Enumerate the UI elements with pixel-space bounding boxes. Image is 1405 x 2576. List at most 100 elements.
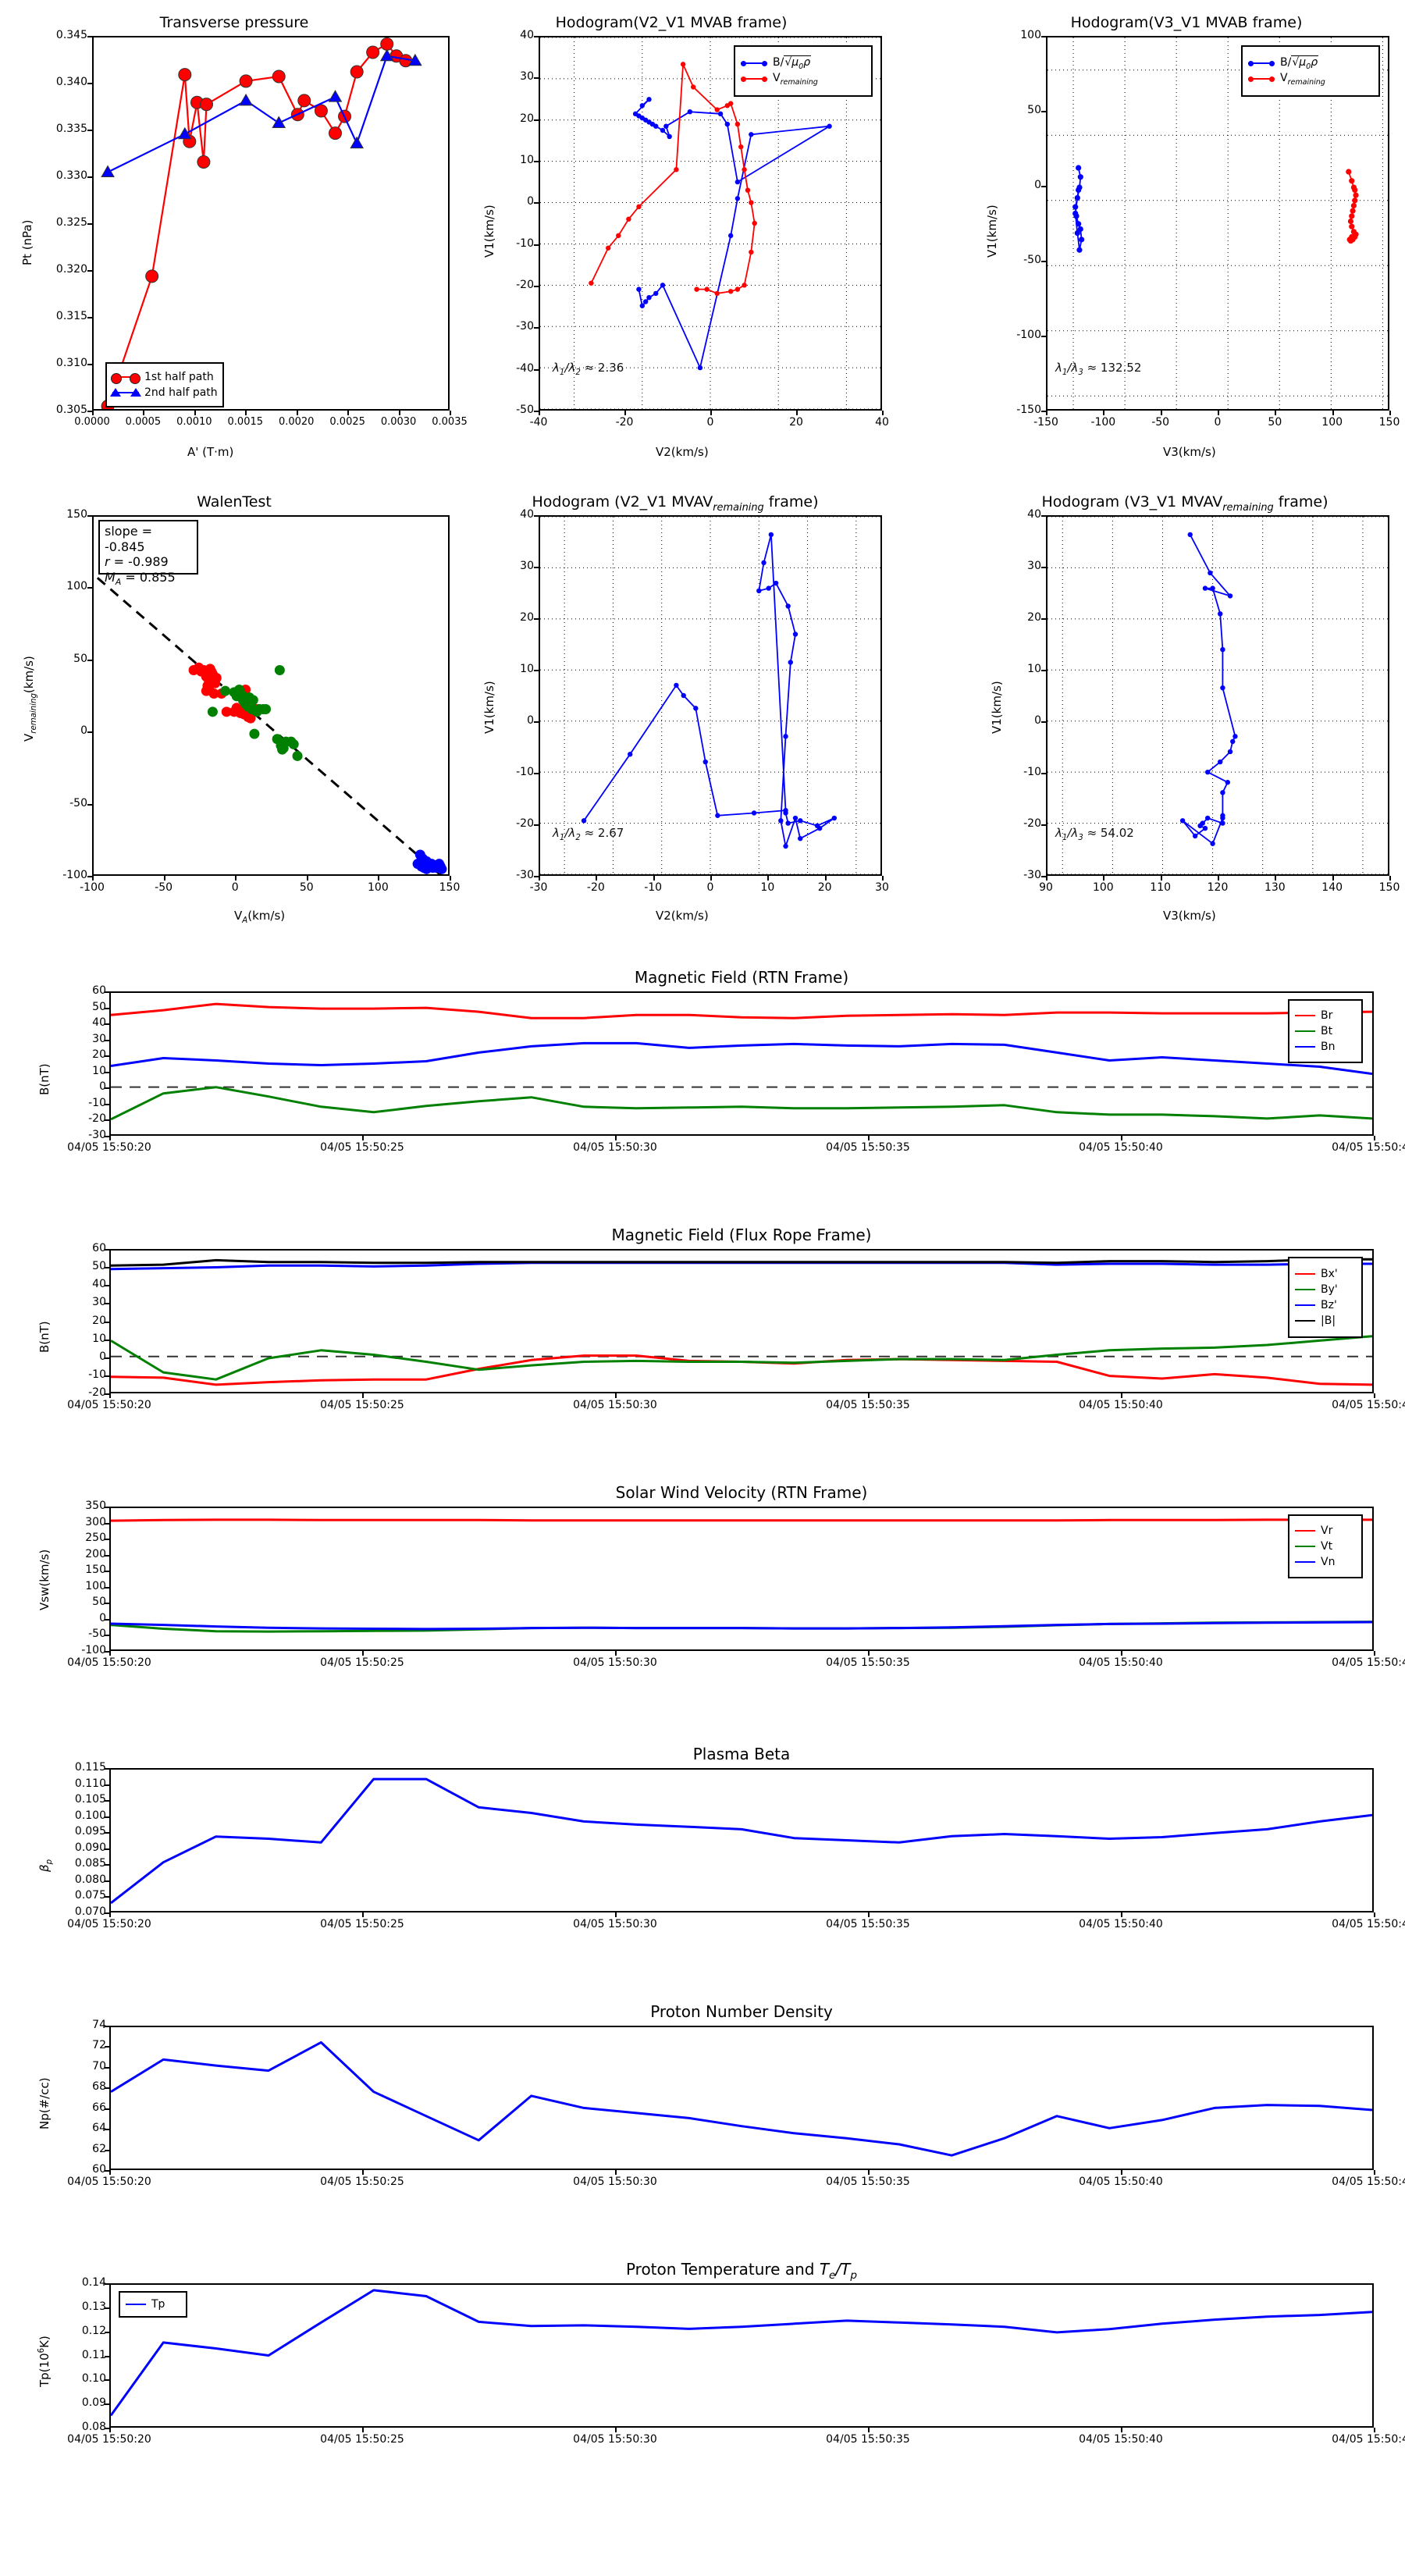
y-tick-label: 0.330 [55,169,87,182]
x-tick-mark [539,876,540,881]
hodo-v2v1-mvav-annotation: λ1/λ2 ≈ 2.67 [553,826,624,842]
x-tick-mark [1121,1912,1122,1917]
y-tick-mark [534,327,539,329]
x-tick-mark [92,876,94,881]
y-tick-mark [534,721,539,723]
x-tick-label: 04/05 15:50:35 [826,1918,910,1930]
x-tick-mark [1121,2170,1122,2175]
legend-label: Tp [151,2298,165,2311]
proton_temperature-ylabel: Tp(106K) [37,2335,52,2387]
x-tick-mark [362,1136,364,1140]
y-tick-mark [1041,670,1046,671]
y-tick-label: -50 [1023,254,1041,266]
x-tick-mark [1275,876,1277,881]
y-tick-mark [105,1285,109,1287]
legend-swatch [126,2304,146,2305]
y-tick-label: 0.09 [81,2396,106,2410]
x-tick-mark [1374,1393,1375,1398]
x-tick-label: 0.0025 [329,416,365,428]
hodo-v2v1-mvab-plot [539,36,882,411]
y-tick-mark [105,1912,109,1914]
y-tick-mark [105,1249,109,1251]
y-tick-label: 0 [1034,179,1041,191]
x-tick-label: 04/05 15:50:25 [320,1656,404,1669]
x-tick-mark [450,876,451,881]
y-tick-label: -20 [516,817,534,830]
y-tick-mark [105,2026,109,2027]
y-tick-label: 30 [520,70,534,84]
x-tick-label: 0.0035 [432,416,468,428]
y-tick-mark [87,83,92,84]
y-tick-mark [87,176,92,178]
x-tick-label: 0 [1214,416,1222,429]
x-tick-mark [539,411,540,415]
x-tick-label: 10 [760,881,775,894]
y-tick-label: 0 [99,1611,106,1624]
x-tick-label: 04/05 15:50:30 [573,2176,657,2188]
x-tick-mark [109,1912,111,1917]
y-tick-label: 0 [527,195,534,208]
y-tick-label: 0.310 [55,357,87,369]
x-tick-mark [624,411,626,415]
legend-label: Vn [1321,1556,1336,1568]
x-tick-mark [796,411,798,415]
x-tick-label: 30 [875,881,889,894]
y-tick-mark [105,2046,109,2048]
y-tick-label: 350 [85,1500,106,1512]
y-tick-mark [105,1393,109,1395]
y-tick-label: 50 [92,1260,106,1273]
hodo-v2v1-mvav-xlabel: V2(km/s) [656,909,709,923]
transverse-pressure-xlabel: A' (T·m) [187,445,234,459]
b_rtn-svg [111,1002,1372,1121]
b_rtn-legend: Br Bt Bn [1288,999,1363,1063]
y-tick-label: 40 [520,508,534,521]
b_rtn-plot [109,991,1374,1136]
y-tick-label: 0.305 [55,404,87,416]
dot-marker-icon [1269,61,1275,66]
x-tick-mark [347,411,350,415]
y-tick-mark [534,36,539,37]
hodo-v2v1-mvav-svg [540,517,880,874]
x-tick-label: 04/05 15:50:40 [1079,1918,1163,1930]
x-tick-mark [1046,411,1048,415]
legend-label-vremaining: Vremaining [773,71,818,87]
x-tick-mark [362,1651,364,1656]
x-tick-mark [1374,1136,1375,1140]
y-tick-mark [105,1586,109,1589]
y-tick-label: 64 [92,2122,106,2135]
y-tick-mark [87,587,92,589]
hodo-v2v1-mvab-legend: B/√μ0ρ Vremaining [734,45,873,97]
x-tick-label: 04/05 15:50:35 [826,1656,910,1669]
x-tick-label: -40 [529,416,548,429]
x-tick-label: 04/05 15:50:40 [1079,2176,1163,2188]
hodo-v3v1-mvab-svg [1048,37,1388,409]
y-tick-mark [1041,618,1046,620]
b_flux_rope-svg [111,1258,1372,1386]
x-tick-label: 04/05 15:50:25 [320,1918,404,1930]
x-tick-mark [596,876,598,881]
legend-label-1st-half: 1st half path [144,371,214,383]
y-tick-label: -30 [88,1129,106,1141]
y-tick-mark [1041,36,1046,37]
x-tick-label: 04/05 15:50:30 [573,1918,657,1930]
hodo-v3v1-mvav-svg [1048,517,1388,874]
y-tick-label: 62 [92,2142,106,2155]
y-tick-mark [534,773,539,774]
y-tick-label: 40 [1027,508,1041,521]
hodo-v3v1-mvab-ylabel: V1(km/s) [985,205,999,258]
y-tick-label: 72 [92,2039,106,2052]
legend-swatch [1295,1030,1315,1032]
y-tick-mark [105,1055,109,1058]
walen-test-title: WalenTest [197,493,272,511]
y-tick-label: 0.080 [74,1873,106,1886]
y-tick-mark [1041,721,1046,723]
y-tick-mark [534,161,539,162]
y-tick-mark [534,824,539,826]
hodo-v2v1-mvab-ylabel: V1(km/s) [482,205,496,258]
y-tick-label: 68 [92,2080,106,2094]
x-tick-label: 150 [1378,416,1400,429]
y-tick-label: 66 [92,2101,106,2114]
x-tick-mark [1121,1651,1122,1656]
y-tick-label: 20 [1027,611,1041,624]
y-tick-mark [105,1321,109,1323]
